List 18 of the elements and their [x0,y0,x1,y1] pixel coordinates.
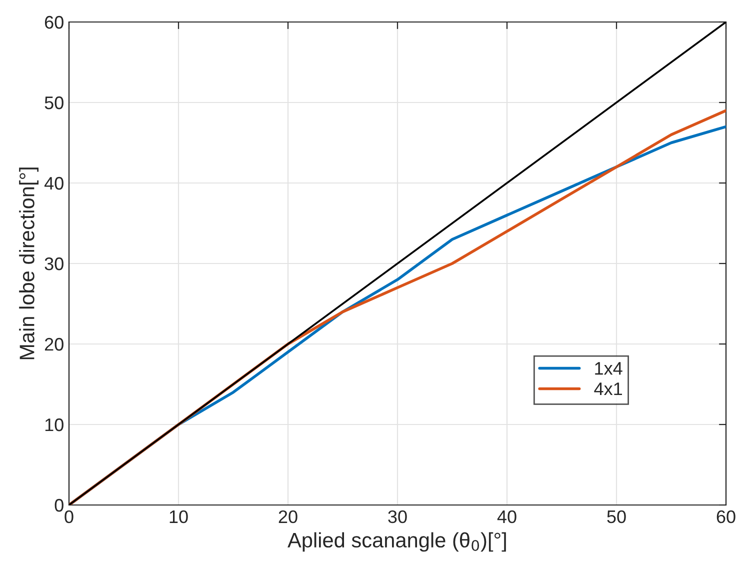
x-tick-label: 50 [607,510,626,524]
y-tick-label: 40 [44,176,64,190]
x-tick-label: 0 [64,510,74,524]
y-tick-label: 30 [44,257,64,270]
y-tick-label: 60 [44,16,64,29]
x-tick-label: 10 [170,510,188,524]
legend-label: 1x4 [595,362,622,375]
y-axis-title: Main lobe direction[°] [19,168,38,360]
y-tick-label: 20 [44,338,64,351]
legend-label: 4x1 [594,382,622,396]
y-tick-label: 50 [44,96,64,110]
x-tick-label: 40 [497,510,516,524]
y-tick-label: 0 [54,498,64,512]
x-tick-label: 30 [388,510,407,524]
x-axis-title: Aplied scanangle (θ$_{0}$)[°] [288,532,506,552]
y-tick-label: 10 [45,418,64,432]
x-tick-label: 20 [278,510,298,524]
x-tick-label: 60 [716,510,736,524]
